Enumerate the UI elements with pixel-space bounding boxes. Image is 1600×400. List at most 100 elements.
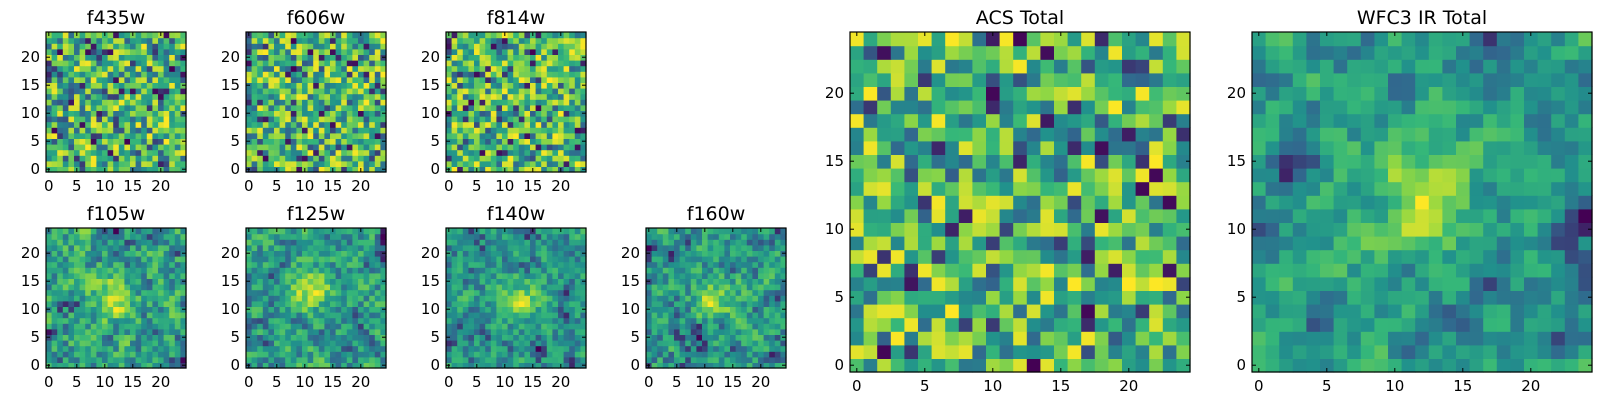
heatmap-cell xyxy=(141,99,148,106)
heatmap-cell xyxy=(707,278,714,285)
heatmap-cell xyxy=(507,166,514,173)
heatmap-cell xyxy=(574,76,581,83)
heatmap-cell xyxy=(313,104,320,111)
heatmap-cell xyxy=(313,76,320,83)
heatmap-cell xyxy=(507,362,514,369)
heatmap-cell xyxy=(352,306,359,313)
heatmap-cell xyxy=(651,261,658,268)
heatmap-cell xyxy=(496,295,503,302)
heatmap-cell xyxy=(446,272,453,279)
heatmap-cell xyxy=(68,93,75,100)
heatmap-cell xyxy=(468,334,475,341)
heatmap-cell xyxy=(696,351,703,358)
heatmap-cell xyxy=(485,60,492,67)
heatmap-cell xyxy=(107,289,114,296)
heatmap-cell xyxy=(141,48,148,55)
heatmap-cell xyxy=(369,289,376,296)
heatmap-cell xyxy=(569,160,576,167)
y-tick-label: 15 xyxy=(21,272,40,290)
heatmap-cell xyxy=(102,60,109,67)
heatmap-cell xyxy=(535,284,542,291)
heatmap-cell xyxy=(268,289,275,296)
heatmap-cell xyxy=(274,323,281,330)
heatmap-cell xyxy=(107,88,114,95)
heatmap-cell xyxy=(569,250,576,257)
heatmap-cell xyxy=(702,323,709,330)
heatmap-cell xyxy=(146,351,153,358)
heatmap-cell xyxy=(580,300,587,307)
heatmap-cell xyxy=(296,244,303,251)
heatmap-cell xyxy=(1176,290,1191,305)
heatmap-cell xyxy=(479,295,486,302)
heatmap-cell xyxy=(758,312,765,319)
heatmap-cell xyxy=(163,60,170,67)
heatmap-cell xyxy=(46,244,53,251)
heatmap-cell xyxy=(457,60,464,67)
heatmap-cell xyxy=(451,317,458,324)
heatmap-cell xyxy=(530,334,537,341)
heatmap-cell xyxy=(352,60,359,67)
heatmap-cell xyxy=(174,37,181,44)
heatmap-cell xyxy=(741,323,748,330)
heatmap-cell xyxy=(130,54,137,61)
heatmap-cell xyxy=(135,256,142,263)
heatmap-cell xyxy=(268,127,275,134)
heatmap-cell xyxy=(113,300,120,307)
heatmap-cell xyxy=(146,88,153,95)
heatmap-cell xyxy=(141,104,148,111)
heatmap-cell xyxy=(507,155,514,162)
heatmap-cell xyxy=(1026,195,1041,210)
heatmap-cell xyxy=(502,306,509,313)
heatmap-cell xyxy=(462,88,469,95)
heatmap-cell xyxy=(352,93,359,100)
heatmap-cell xyxy=(668,306,675,313)
heatmap-cell xyxy=(335,328,342,335)
heatmap-cell xyxy=(74,76,81,83)
heatmap-cell xyxy=(457,99,464,106)
heatmap-cell xyxy=(90,312,97,319)
heatmap-cell xyxy=(1067,249,1082,264)
heatmap-cell xyxy=(68,351,75,358)
heatmap-cell xyxy=(1108,222,1123,237)
heatmap-cell xyxy=(163,244,170,251)
heatmap-cell xyxy=(945,208,960,223)
heatmap-cell xyxy=(651,239,658,246)
heatmap-cell xyxy=(451,256,458,263)
heatmap-cell xyxy=(730,334,737,341)
heatmap-cell xyxy=(152,93,159,100)
heatmap-cell xyxy=(530,144,537,151)
heatmap-cell xyxy=(769,340,776,347)
heatmap-cell xyxy=(999,304,1014,319)
heatmap-cell xyxy=(118,328,125,335)
heatmap-cell xyxy=(479,250,486,257)
heatmap-cell xyxy=(485,284,492,291)
heatmap-cell xyxy=(330,144,337,151)
heatmap-cell xyxy=(574,228,581,235)
heatmap-cell xyxy=(335,32,342,39)
heatmap-cell xyxy=(174,323,181,330)
heatmap-cell xyxy=(62,356,69,363)
heatmap-cell xyxy=(524,312,531,319)
heatmap-cell xyxy=(74,99,81,106)
heatmap-cell xyxy=(290,149,297,156)
heatmap-cell xyxy=(307,239,314,246)
axes-frame xyxy=(445,31,587,173)
heatmap-cell xyxy=(352,144,359,151)
heatmap-cell xyxy=(68,82,75,89)
heatmap-cell xyxy=(85,261,92,268)
heatmap-cell xyxy=(752,323,759,330)
heatmap-cell xyxy=(307,149,314,156)
heatmap-cell xyxy=(296,132,303,139)
heatmap-cell xyxy=(713,334,720,341)
heatmap-cell xyxy=(758,351,765,358)
heatmap-cell xyxy=(90,362,97,369)
heatmap-cell xyxy=(124,48,131,55)
heatmap-cell xyxy=(972,154,987,169)
heatmap-cell xyxy=(524,110,531,117)
heatmap-cell xyxy=(346,149,353,156)
heatmap-cell xyxy=(262,132,269,139)
heatmap-cell xyxy=(468,317,475,324)
heatmap-cell xyxy=(918,222,933,237)
heatmap-cell xyxy=(85,88,92,95)
heatmap-cell xyxy=(741,278,748,285)
